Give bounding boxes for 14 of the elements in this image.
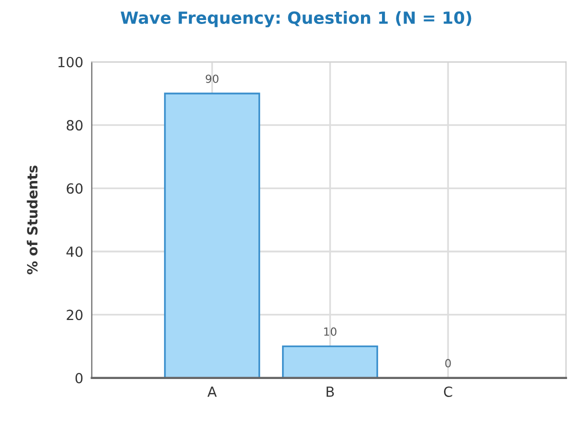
y-tick-label: 40: [66, 246, 83, 257]
data-label: 10: [324, 327, 336, 336]
y-tick-label: 20: [66, 310, 83, 320]
y-tick-label: 100: [58, 56, 83, 68]
data-label: 0: [445, 359, 451, 368]
y-tick-label: 80: [66, 120, 83, 131]
y-tick-label: 0: [76, 372, 83, 384]
y-axis-title: % of Students: [26, 166, 38, 274]
chart-title: Wave Frequency: Question 1 (N = 10): [120, 11, 472, 28]
x-tick-label: C: [444, 386, 452, 397]
data-label: 90: [206, 74, 218, 83]
x-tick-label: A: [207, 386, 217, 397]
y-tick-label: 60: [66, 183, 83, 194]
x-tick-label: B: [326, 386, 334, 397]
